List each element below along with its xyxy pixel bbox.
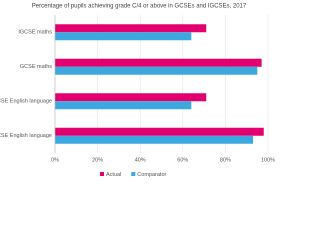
y-tick-label: GCSE English language <box>0 133 52 139</box>
x-tick-label: 80% <box>220 157 231 163</box>
page: {"chart_data": {"type": "hbar", "title":… <box>0 3 276 178</box>
y-tick-label: IGCSE maths <box>18 30 52 36</box>
x-tick-label: 0% <box>51 157 59 163</box>
bar <box>55 66 258 75</box>
x-tick-label: 100% <box>261 157 275 163</box>
bar <box>55 101 192 110</box>
legend-swatch <box>131 172 136 176</box>
x-tick-label: 20% <box>92 157 103 163</box>
legend-label: Actual <box>106 172 121 178</box>
bar <box>55 24 207 33</box>
chart: Percentage of pupils achieving grade C/4… <box>0 4 275 178</box>
bar <box>55 58 262 67</box>
x-tick-label: 60% <box>177 157 188 163</box>
bar <box>55 32 192 41</box>
legend-swatch <box>100 172 104 176</box>
y-tick-label: GCSE maths <box>20 64 52 70</box>
bar <box>55 135 254 144</box>
chart-title: Percentage of pupils achieving grade C/4… <box>32 4 247 10</box>
y-tick-label: IGCSE English language <box>0 99 52 105</box>
x-tick-label: 40% <box>135 157 146 163</box>
bar <box>55 93 207 102</box>
bar <box>55 127 264 136</box>
legend-label: Comparator <box>137 172 166 178</box>
